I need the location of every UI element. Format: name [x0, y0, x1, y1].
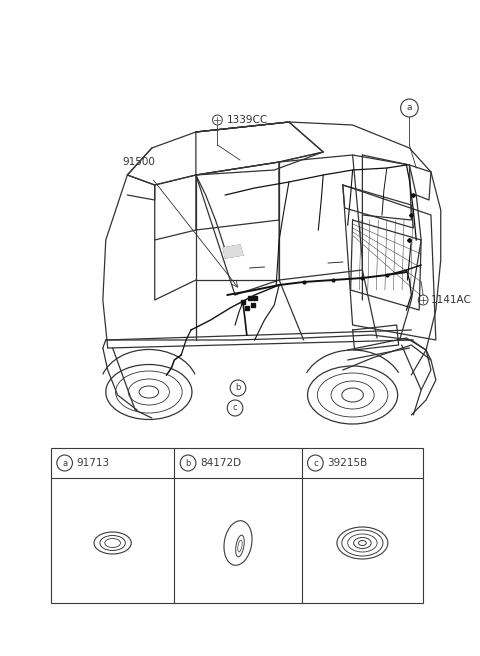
Text: a: a: [62, 459, 67, 468]
Text: 91713: 91713: [76, 458, 109, 468]
Text: 1141AC: 1141AC: [431, 295, 472, 305]
Text: 84172D: 84172D: [200, 458, 241, 468]
Text: 1339CC: 1339CC: [227, 115, 268, 125]
Text: b: b: [185, 459, 191, 468]
Text: c: c: [233, 403, 238, 413]
Polygon shape: [223, 245, 243, 258]
Text: c: c: [313, 459, 318, 468]
Text: 39215B: 39215B: [327, 458, 367, 468]
Text: 91500: 91500: [122, 157, 156, 167]
Text: a: a: [407, 104, 412, 112]
Bar: [51, 448, 423, 603]
Text: b: b: [235, 384, 240, 392]
